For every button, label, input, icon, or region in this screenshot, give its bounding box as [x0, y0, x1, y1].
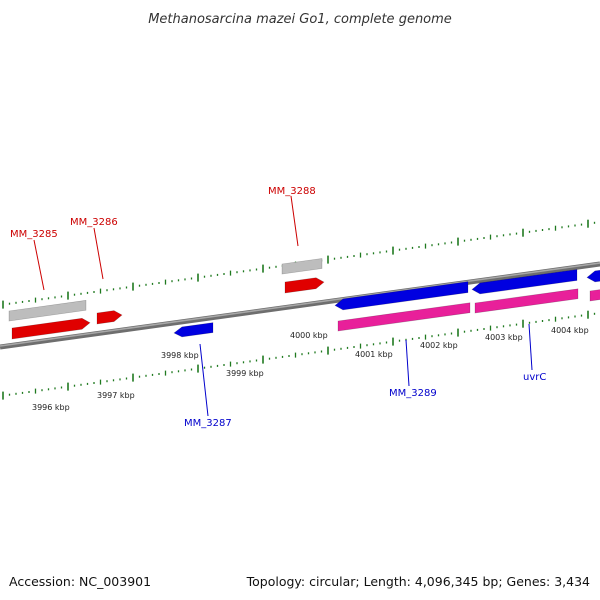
genome-backbone	[0, 261, 600, 350]
scale-label: 3999 kbp	[226, 369, 264, 378]
scale-label: 4003 kbp	[485, 333, 523, 342]
forward-gene-mm3285	[11, 317, 91, 340]
forward-gene-mm3286	[96, 310, 123, 325]
scale-labels: 3996 kbp 3997 kbp 3998 kbp 3999 kbp 4000…	[32, 326, 589, 412]
forward-feature-mm3288	[281, 258, 323, 275]
forward-gene-mm3288	[284, 277, 325, 294]
reverse-gene-edge	[586, 269, 600, 283]
label-leaders	[33, 195, 533, 417]
reverse-gene-uvrc	[471, 269, 578, 295]
gene-label-mm3289: MM_3289	[389, 388, 437, 399]
gene-label-mm3288: MM_3288	[268, 186, 316, 197]
accession-text: Accession: NC_003901	[9, 574, 151, 589]
reverse-gene-mm3289	[334, 281, 469, 311]
scale-label: 4004 kbp	[551, 326, 589, 335]
reverse-feature-mm3289	[337, 302, 471, 332]
scale-label: 3997 kbp	[97, 391, 135, 400]
forward-feature-mm3285	[8, 299, 87, 322]
scale-label: 3996 kbp	[32, 403, 70, 412]
reverse-feature-edge	[589, 289, 600, 302]
scale-label: 3998 kbp	[161, 351, 199, 360]
gene-labels: MM_3285 MM_3286 MM_3288 MM_3287 MM_3289 …	[10, 186, 546, 429]
scale-label: 4000 kbp	[290, 331, 328, 340]
reverse-gene-mm3287	[173, 322, 214, 338]
reverse-feature-uvrc	[474, 288, 579, 314]
inner-tick-track	[2, 310, 596, 400]
outer-tick-track	[2, 219, 596, 309]
feature-track	[8, 258, 600, 340]
genome-title: Methanosarcina mazei Go1, complete genom…	[148, 12, 452, 27]
gene-label-mm3286: MM_3286	[70, 217, 118, 228]
scale-label: 4001 kbp	[355, 350, 393, 359]
scale-label: 4002 kbp	[420, 341, 458, 350]
gene-label-mm3287: MM_3287	[184, 418, 232, 429]
gene-label-mm3285: MM_3285	[10, 229, 58, 240]
genome-summary: Topology: circular; Length: 4,096,345 bp…	[246, 574, 590, 589]
gene-label-uvrc: uvrC	[523, 372, 546, 383]
